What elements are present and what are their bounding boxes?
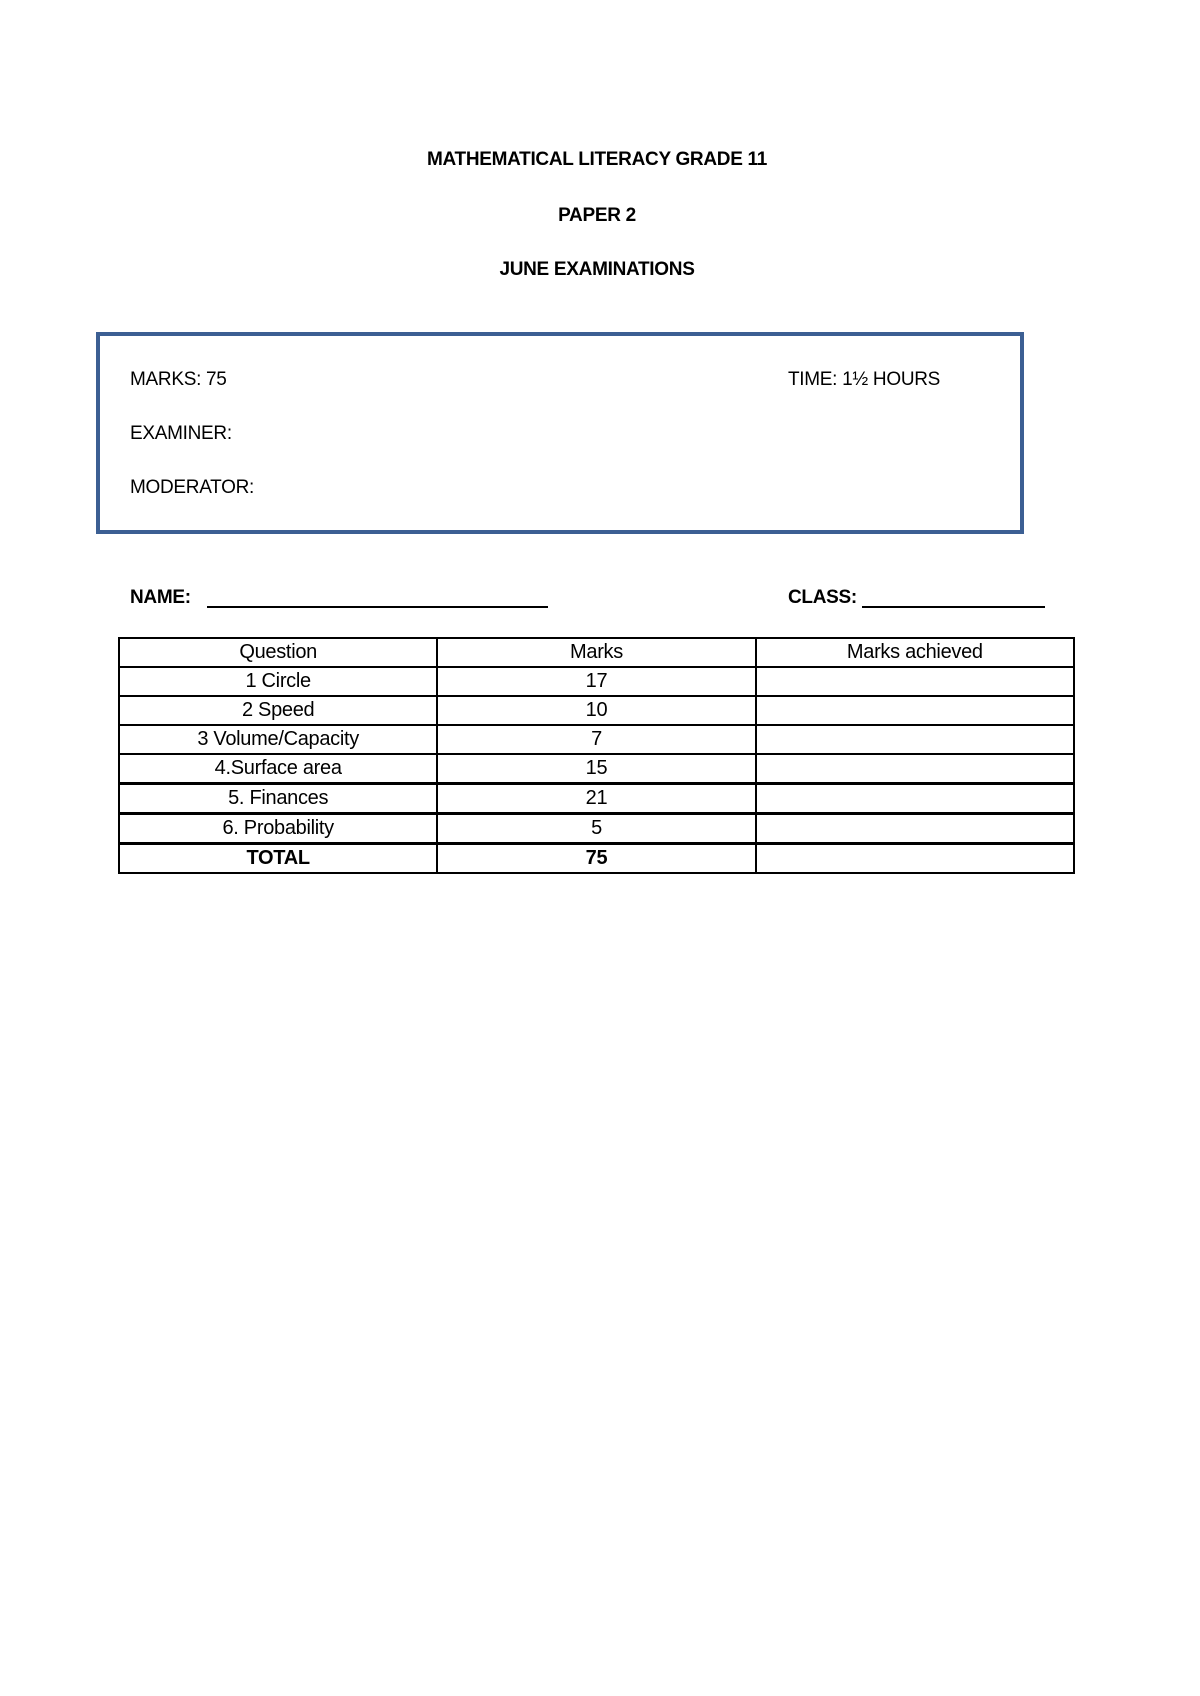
table-row: 1 Circle 17 <box>117 666 1076 697</box>
total-marks: 75 <box>436 842 757 874</box>
examiner-label: EXAMINER: <box>130 423 232 444</box>
table-row: 4.Surface area 15 <box>117 753 1076 785</box>
name-field[interactable] <box>207 606 548 608</box>
marks-cell: 7 <box>436 724 757 755</box>
marks-cell: 5 <box>436 812 757 845</box>
table-header-row: Question Marks Marks achieved <box>117 637 1076 668</box>
marks-cell: 17 <box>436 666 757 697</box>
table-row: 6. Probability 5 <box>117 812 1076 845</box>
achieved-cell[interactable] <box>754 753 1076 785</box>
class-label: CLASS: <box>788 587 857 608</box>
marks-label: MARKS: 75 <box>130 369 227 390</box>
achieved-cell[interactable] <box>754 812 1076 845</box>
name-label: NAME: <box>130 587 191 608</box>
total-achieved-cell[interactable] <box>754 842 1076 874</box>
moderator-label: MODERATOR: <box>130 477 255 498</box>
class-field[interactable] <box>862 606 1045 608</box>
achieved-cell[interactable] <box>754 666 1076 697</box>
achieved-cell[interactable] <box>754 782 1076 815</box>
time-label: TIME: 1½ HOURS <box>788 369 941 390</box>
total-label: TOTAL <box>117 842 439 874</box>
achieved-cell[interactable] <box>754 724 1076 755</box>
paper-number: PAPER 2 <box>558 205 636 226</box>
table-row: 3 Volume/Capacity 7 <box>117 724 1076 755</box>
question-cell: 6. Probability <box>117 812 439 845</box>
question-cell: 4.Surface area <box>117 753 439 785</box>
marks-cell: 10 <box>436 695 757 726</box>
question-cell: 3 Volume/Capacity <box>117 724 439 755</box>
question-cell: 1 Circle <box>117 666 439 697</box>
achieved-cell[interactable] <box>754 695 1076 726</box>
table-row: 5. Finances 21 <box>117 782 1076 815</box>
table-row: 2 Speed 10 <box>117 695 1076 726</box>
header-marks: Marks <box>436 637 757 668</box>
question-cell: 2 Speed <box>117 695 439 726</box>
document-title: MATHEMATICAL LITERACY GRADE 11 <box>426 149 768 170</box>
exam-session: JUNE EXAMINATIONS <box>499 259 695 280</box>
marks-cell: 15 <box>436 753 757 785</box>
marks-table: Question Marks Marks achieved 1 Circle 17… <box>117 637 1076 874</box>
question-cell: 5. Finances <box>117 782 439 815</box>
header-question: Question <box>117 637 439 668</box>
marks-cell: 21 <box>436 782 757 815</box>
info-box <box>96 332 1024 534</box>
header-marks-achieved: Marks achieved <box>754 637 1076 668</box>
table-total-row: TOTAL 75 <box>117 842 1076 874</box>
